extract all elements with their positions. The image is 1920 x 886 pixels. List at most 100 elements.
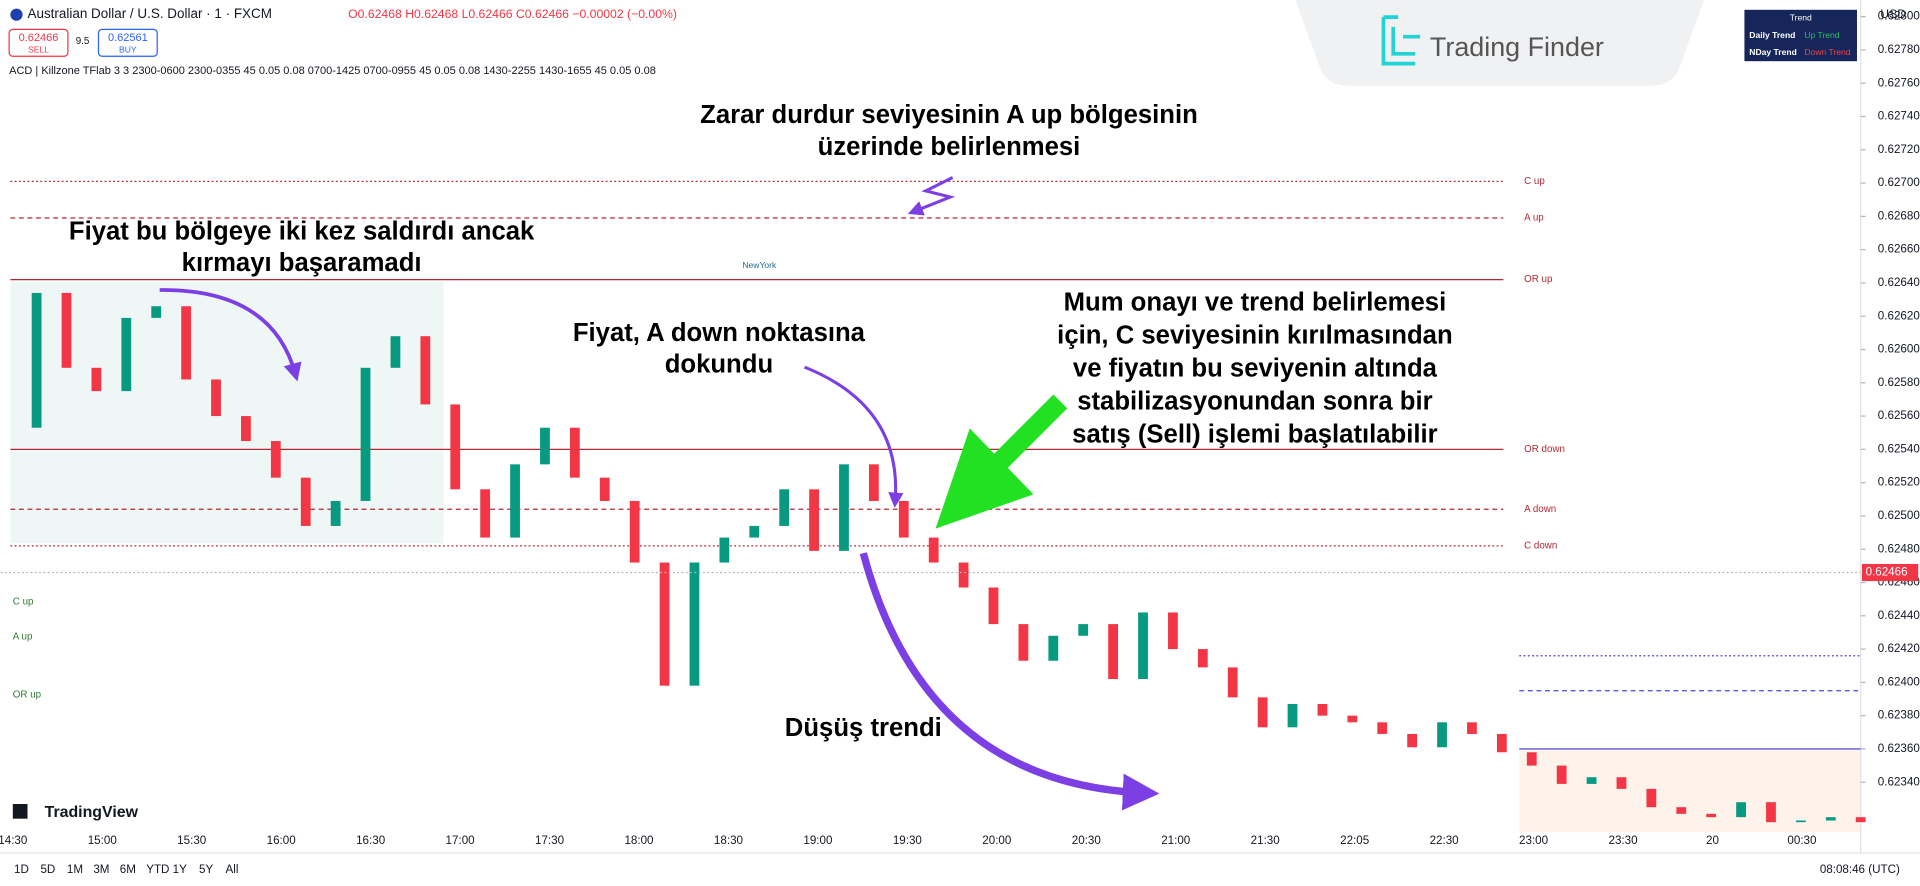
x-tick-label: 18:00	[624, 834, 653, 847]
spread: 9.5	[76, 36, 90, 47]
candle-body	[1795, 820, 1806, 823]
level-label: A up	[1524, 213, 1544, 224]
buy-price: 0.62561	[108, 32, 148, 44]
current-price-label: 0.62466	[1866, 566, 1908, 579]
annotation: Mum onayı ve trend belirlemesi	[1064, 288, 1447, 316]
currency: USD	[1880, 7, 1906, 21]
x-tick-label: 16:30	[356, 834, 385, 847]
candle-body	[1078, 624, 1089, 636]
level-label: OR up	[1524, 274, 1553, 285]
range-button[interactable]: YTD	[146, 863, 169, 876]
candle-body	[1676, 807, 1687, 814]
candle-body	[1018, 624, 1029, 661]
range-button[interactable]: 6M	[120, 863, 136, 876]
range-button[interactable]: 1D	[14, 863, 29, 876]
logo-icon	[1381, 15, 1421, 66]
candle-body	[958, 562, 969, 588]
y-tick-label: 0.62360	[1878, 742, 1920, 755]
annotation: için, C seviyesinin kırılmasından	[1057, 321, 1452, 349]
level-label: C up	[13, 596, 34, 607]
x-tick-label: 21:00	[1161, 834, 1190, 847]
candle-body	[211, 379, 221, 417]
annotation: satış (Sell) işlemi başlatılabilir	[1072, 420, 1437, 448]
trend-table-bg	[1744, 9, 1858, 62]
candle-body	[988, 587, 999, 625]
x-tick-label: 19:00	[803, 834, 832, 847]
candle-body	[181, 306, 192, 380]
annotation: Fiyat bu bölgeye iki kez saldırdı ancak	[69, 217, 535, 245]
y-tick-label: 0.62780	[1878, 43, 1920, 56]
candle-body	[1377, 722, 1388, 734]
asia-box	[1519, 748, 1861, 833]
x-tick-label: 23:30	[1609, 834, 1638, 847]
range-button[interactable]: 5Y	[199, 863, 213, 876]
x-tick-label: 14:30	[0, 834, 27, 847]
annotation: dokundu	[665, 351, 773, 379]
candle-body	[779, 489, 790, 526]
candle-body	[1526, 752, 1537, 766]
candle-body	[898, 500, 909, 538]
symbol-icon	[10, 8, 23, 21]
candle-body	[1287, 704, 1298, 728]
sell-button[interactable]	[8, 28, 69, 57]
buy-button[interactable]	[97, 28, 158, 57]
annotations: Zarar durdur seviyesinin A up bölgesinin…	[69, 101, 1453, 742]
candle-body	[1586, 777, 1597, 784]
annotation: Fiyat, A down noktasına	[573, 319, 866, 347]
indicator-legend: ACD | Killzone TFlab 3 3 2300-0600 2300-…	[9, 65, 656, 77]
green-arrow-head	[935, 428, 1034, 529]
arrow	[804, 365, 904, 508]
y-tick-label: 0.62800	[1878, 10, 1920, 23]
level-label: OR up	[13, 690, 42, 701]
range-button[interactable]: 1M	[67, 863, 83, 876]
candle-body	[809, 489, 819, 551]
candle-body	[390, 336, 401, 368]
range-button[interactable]: 1Y	[173, 863, 187, 876]
buy-label: BUY	[119, 44, 137, 54]
y-tick-label: 0.62640	[1878, 276, 1920, 289]
toolbar: 1D 5D 1M 3M 6M YTD 1Y 5Y All 08:08:46 (UTC)	[14, 863, 1900, 876]
x-tick-label: 22:05	[1340, 834, 1369, 847]
x-tick-label: 19:30	[893, 834, 922, 847]
annotation: Zarar durdur seviyesinin A up bölgesinin	[700, 101, 1198, 129]
x-tick-label: 20	[1706, 834, 1719, 847]
y-tick-label: 0.62400	[1878, 675, 1920, 688]
range-button[interactable]: 5D	[40, 863, 55, 876]
y-tick-label: 0.62580	[1878, 376, 1920, 389]
candle-body	[121, 317, 132, 392]
candle-body	[1347, 715, 1358, 723]
candle-body	[270, 441, 281, 478]
candle-body	[749, 525, 760, 538]
candle-body	[1317, 704, 1328, 716]
level-label: C down	[1524, 540, 1557, 551]
candle-body	[480, 489, 491, 538]
x-tick-label: 17:30	[535, 834, 564, 847]
y-tick-label: 0.62420	[1878, 642, 1920, 655]
y-tick-label: 0.62500	[1878, 509, 1920, 522]
x-tick-label: 22:30	[1430, 834, 1459, 847]
annotation: kırmayı başaramadı	[182, 249, 422, 277]
level-label: C up	[1524, 176, 1545, 187]
candle-body	[241, 416, 251, 442]
candle-body	[510, 464, 520, 538]
arrow	[159, 288, 302, 382]
arrow	[859, 552, 1160, 811]
x-tick-label: 17:00	[446, 834, 475, 847]
y-tick-label: 0.62380	[1878, 709, 1920, 722]
candle-body	[1467, 722, 1477, 734]
london-box	[10, 281, 444, 544]
annotation: stabilizasyonundan sonra bir	[1077, 387, 1432, 415]
annotation: ve fiyatın bu seviyenin altında	[1073, 354, 1438, 382]
candle-body	[569, 427, 580, 478]
clock: 08:08:46 (UTC)	[1820, 863, 1900, 876]
range-button[interactable]: All	[226, 863, 239, 876]
session-label: NewYork	[742, 260, 777, 270]
candle-body	[868, 464, 879, 501]
candle-body	[1138, 612, 1148, 680]
candle-body	[1556, 765, 1567, 784]
candle-body	[839, 464, 849, 551]
y-tick-label: 0.62540	[1878, 442, 1920, 455]
range-button[interactable]: 3M	[93, 863, 109, 876]
logo-text: Trading Finder	[1430, 32, 1604, 62]
